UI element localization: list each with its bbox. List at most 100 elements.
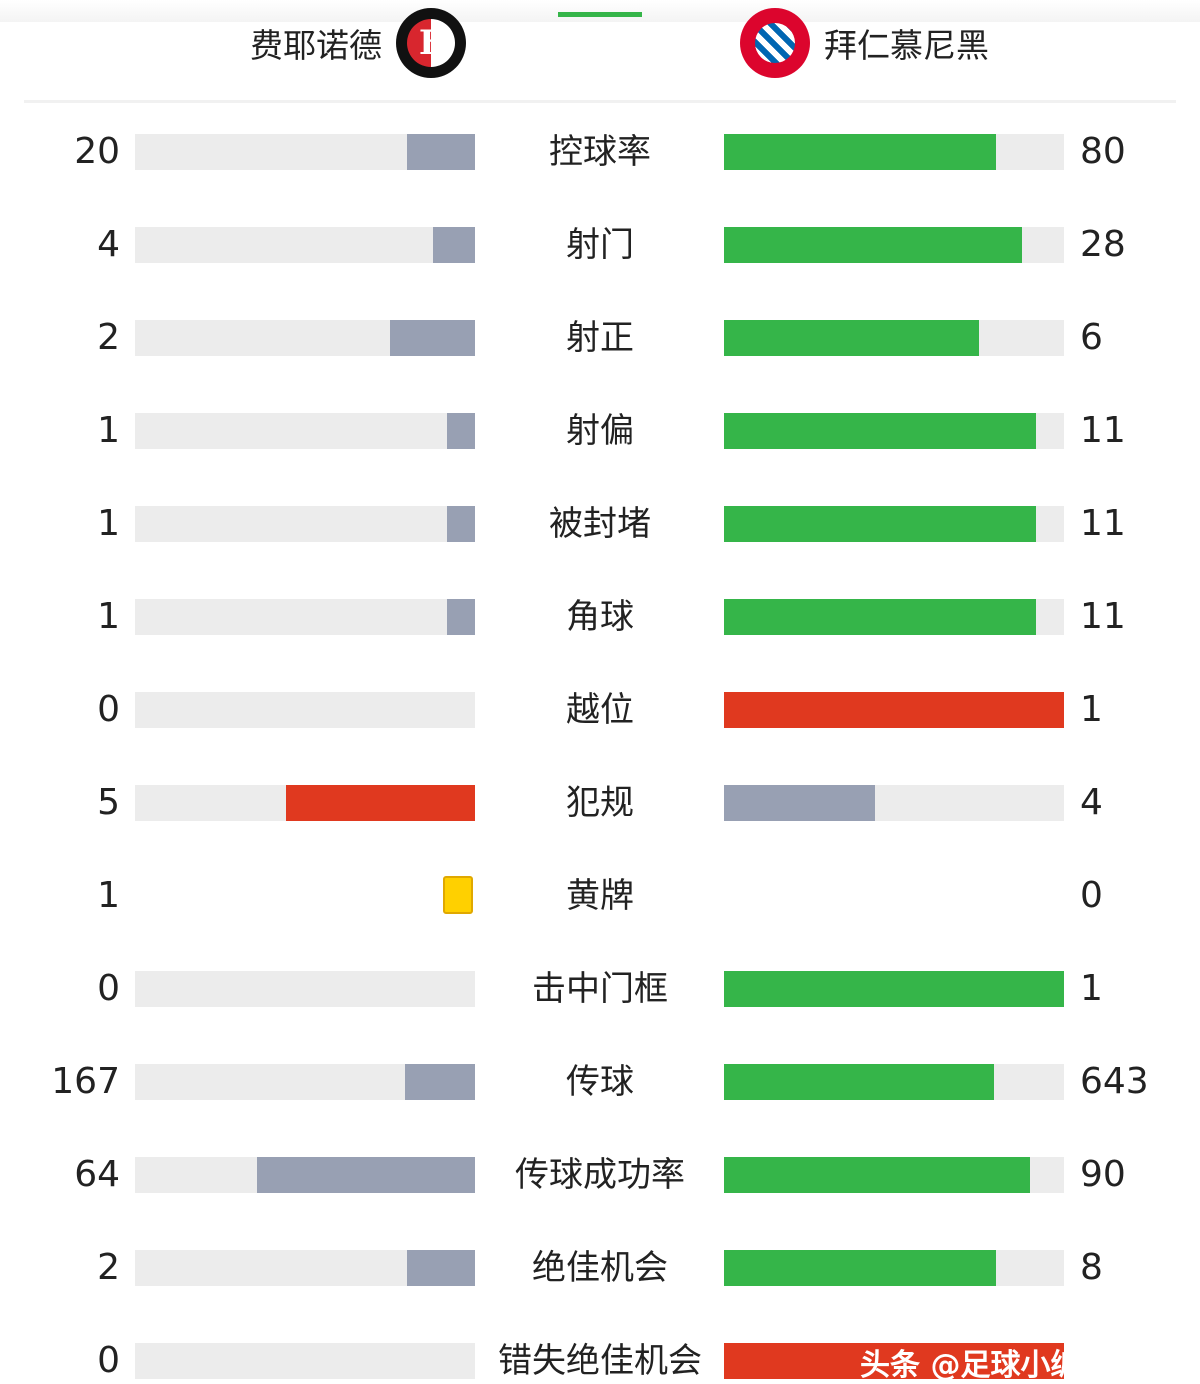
away-bar-fill bbox=[724, 1064, 994, 1100]
stat-row: 1 黄牌 0 bbox=[0, 875, 1200, 917]
away-team: 拜仁慕尼黑 bbox=[740, 8, 989, 78]
home-bar bbox=[135, 1157, 475, 1193]
stat-row: 1 被封堵 11 bbox=[0, 503, 1200, 545]
away-bar bbox=[724, 1157, 1064, 1193]
feyenoord-logo-icon: F bbox=[396, 8, 466, 78]
yellow-card-icon bbox=[443, 876, 473, 914]
home-bar-fill bbox=[404, 1064, 475, 1100]
away-bar-fill bbox=[724, 413, 1036, 449]
stat-row: 2 射正 6 bbox=[0, 317, 1200, 359]
home-value: 4 bbox=[97, 224, 120, 265]
home-bar bbox=[135, 1250, 475, 1286]
home-bar bbox=[135, 320, 475, 356]
home-bar bbox=[135, 692, 475, 728]
home-bar-fill bbox=[407, 1250, 475, 1286]
home-bar bbox=[135, 413, 475, 449]
stat-row: 0 击中门框 1 bbox=[0, 968, 1200, 1010]
away-bar bbox=[724, 506, 1064, 542]
away-value: 0 bbox=[1080, 875, 1103, 916]
home-team-name: 费耶诺德 bbox=[250, 26, 382, 65]
home-bar-fill bbox=[257, 1157, 475, 1193]
active-tab-indicator[interactable] bbox=[558, 12, 642, 17]
home-value: 0 bbox=[97, 968, 120, 1009]
away-value: 4 bbox=[1080, 782, 1103, 823]
stat-label: 越位 bbox=[566, 690, 634, 730]
home-value: 1 bbox=[97, 503, 120, 544]
away-bar bbox=[724, 971, 1064, 1007]
home-value: 20 bbox=[74, 131, 120, 172]
stat-row: 2 绝佳机会 8 bbox=[0, 1247, 1200, 1289]
stat-label: 被封堵 bbox=[549, 504, 651, 544]
away-bar bbox=[724, 227, 1064, 263]
home-bar-fill bbox=[446, 599, 475, 635]
away-value: 11 bbox=[1080, 596, 1126, 637]
stat-row: 20 控球率 80 bbox=[0, 131, 1200, 173]
away-value: 1 bbox=[1080, 689, 1103, 730]
stat-row: 64 传球成功率 90 bbox=[0, 1155, 1200, 1196]
home-bar bbox=[135, 134, 475, 170]
away-bar-fill bbox=[724, 1250, 996, 1286]
away-value: 11 bbox=[1080, 410, 1126, 451]
stat-row: 4 射门 28 bbox=[0, 224, 1200, 266]
stat-row: 167 传球 643 bbox=[0, 1061, 1200, 1103]
home-bar bbox=[135, 971, 475, 1007]
stat-row: 5 犯规 4 bbox=[0, 782, 1200, 824]
home-value: 1 bbox=[97, 875, 120, 916]
stat-label: 击中门框 bbox=[532, 969, 668, 1009]
away-bar bbox=[724, 134, 1064, 170]
divider bbox=[24, 100, 1176, 103]
stat-label: 射正 bbox=[566, 318, 634, 358]
away-bar bbox=[724, 692, 1064, 728]
away-bar-fill bbox=[724, 134, 996, 170]
stat-label: 黄牌 bbox=[566, 876, 634, 916]
away-bar-fill bbox=[724, 692, 1064, 728]
away-bar-fill bbox=[724, 971, 1064, 1007]
home-bar bbox=[135, 1343, 475, 1379]
stat-label: 错失绝佳机会 bbox=[498, 1341, 702, 1381]
stat-label: 射门 bbox=[566, 225, 634, 265]
home-bar-fill bbox=[446, 413, 475, 449]
stat-label: 传球 bbox=[566, 1062, 634, 1102]
home-bar bbox=[135, 1064, 475, 1100]
away-bar bbox=[724, 413, 1064, 449]
away-bar bbox=[724, 1250, 1064, 1286]
away-bar-fill bbox=[724, 320, 979, 356]
bayern-logo-icon bbox=[740, 8, 810, 78]
home-value: 1 bbox=[97, 596, 120, 637]
home-value: 167 bbox=[51, 1061, 120, 1102]
stat-row: 0 越位 1 bbox=[0, 689, 1200, 731]
away-value: 6 bbox=[1080, 317, 1103, 358]
away-bar-fill bbox=[724, 1157, 1030, 1193]
stat-label: 传球成功率 bbox=[515, 1155, 685, 1195]
top-bar bbox=[0, 0, 1200, 22]
away-bar-fill bbox=[724, 599, 1036, 635]
home-bar bbox=[135, 506, 475, 542]
home-bar-fill bbox=[286, 785, 475, 821]
stat-row: 1 角球 11 bbox=[0, 596, 1200, 638]
away-bar bbox=[724, 785, 1064, 821]
watermark: 头条 @足球小编 bbox=[860, 1348, 1081, 1383]
home-team: 费耶诺德 F bbox=[250, 8, 466, 78]
home-value: 0 bbox=[97, 1340, 120, 1381]
stat-label: 射偏 bbox=[566, 411, 634, 451]
away-bar bbox=[724, 1064, 1064, 1100]
home-value: 0 bbox=[97, 689, 120, 730]
away-bar-fill bbox=[724, 227, 1022, 263]
home-bar-fill bbox=[390, 320, 475, 356]
stat-label: 控球率 bbox=[549, 132, 651, 172]
stat-row: 1 射偏 11 bbox=[0, 410, 1200, 452]
away-value: 8 bbox=[1080, 1247, 1103, 1288]
home-bar bbox=[135, 227, 475, 263]
away-bar bbox=[724, 320, 1064, 356]
home-bar bbox=[135, 599, 475, 635]
away-value: 643 bbox=[1080, 1061, 1149, 1102]
stat-label: 角球 bbox=[566, 597, 634, 637]
away-bar bbox=[724, 599, 1064, 635]
away-bar-fill bbox=[724, 785, 876, 821]
stat-label: 犯规 bbox=[566, 783, 634, 823]
away-bar-fill bbox=[724, 506, 1036, 542]
away-value: 28 bbox=[1080, 224, 1126, 265]
away-value: 1 bbox=[1080, 968, 1103, 1009]
away-team-name: 拜仁慕尼黑 bbox=[824, 26, 989, 65]
away-value: 80 bbox=[1080, 131, 1126, 172]
